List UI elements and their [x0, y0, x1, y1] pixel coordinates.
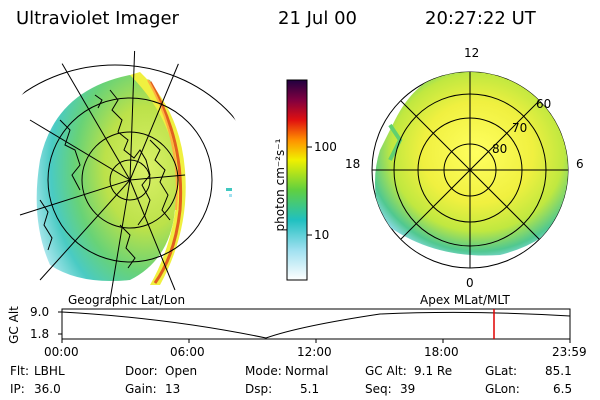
- dsp-label: Dsp:: [245, 382, 273, 396]
- observation-date: 21 Jul 00: [278, 8, 357, 29]
- geographic-image: [0, 50, 250, 310]
- mlt-label-12: 12: [464, 46, 480, 60]
- mlt-label-6: 6: [576, 157, 584, 171]
- apex-label: Apex MLat/MLT: [420, 293, 510, 307]
- flt-value: LBHL: [34, 364, 65, 378]
- glon-label: GLon:: [485, 382, 520, 396]
- door-value: Open: [165, 364, 198, 378]
- time-tick-1200: 12:00: [297, 345, 332, 359]
- glat-value: 85.1: [545, 364, 572, 378]
- alt-axis-label: GC Alt: [7, 306, 21, 344]
- lat-label-70: 70: [512, 121, 528, 135]
- color-bar: [286, 79, 312, 281]
- seq-label: Seq:: [365, 382, 392, 396]
- altitude-curve: [61, 311, 571, 339]
- mlt-label-0: 0: [466, 276, 474, 290]
- mode-value: Normal: [285, 364, 329, 378]
- instrument-title: Ultraviolet Imager: [16, 8, 179, 29]
- time-tick-0000: 00:00: [44, 345, 79, 359]
- geographic-label: Geographic Lat/Lon: [68, 293, 186, 307]
- gain-value: 13: [165, 382, 181, 396]
- dsp-value: 5.1: [300, 382, 320, 396]
- lat-label-60: 60: [536, 97, 552, 111]
- observation-time: 20:27:22 UT: [425, 8, 536, 29]
- coastline-outlines: [39, 89, 171, 269]
- glon-value: 6.5: [553, 382, 573, 396]
- alt-tick-9: 9.0: [30, 305, 50, 319]
- alt-tick-1-8: 1.8: [30, 327, 50, 341]
- polar-plot: [371, 71, 569, 269]
- mlt-label-18: 18: [345, 157, 361, 171]
- colorbar-tick-10: 10: [314, 228, 330, 242]
- colorbar-label: photon cm⁻²s⁻¹: [273, 138, 287, 232]
- flt-label: Flt:: [10, 364, 29, 378]
- gc-alt-label: GC Alt:: [365, 364, 407, 378]
- ip-value: 36.0: [34, 382, 61, 396]
- gc-alt-value: 9.1 Re: [414, 364, 453, 378]
- time-tick-0600: 06:00: [170, 345, 205, 359]
- lat-label-80: 80: [492, 142, 508, 156]
- door-label: Door:: [125, 364, 158, 378]
- glat-label: GLat:: [485, 364, 518, 378]
- gain-label: Gain:: [125, 382, 157, 396]
- seq-value: 39: [400, 382, 416, 396]
- mode-label: Mode:: [245, 364, 282, 378]
- altitude-plot: [58, 308, 571, 343]
- time-tick-2359: 23:59: [552, 345, 587, 359]
- time-tick-1800: 18:00: [424, 345, 459, 359]
- ip-label: IP:: [10, 382, 25, 396]
- colorbar-tick-100: 100: [314, 140, 337, 154]
